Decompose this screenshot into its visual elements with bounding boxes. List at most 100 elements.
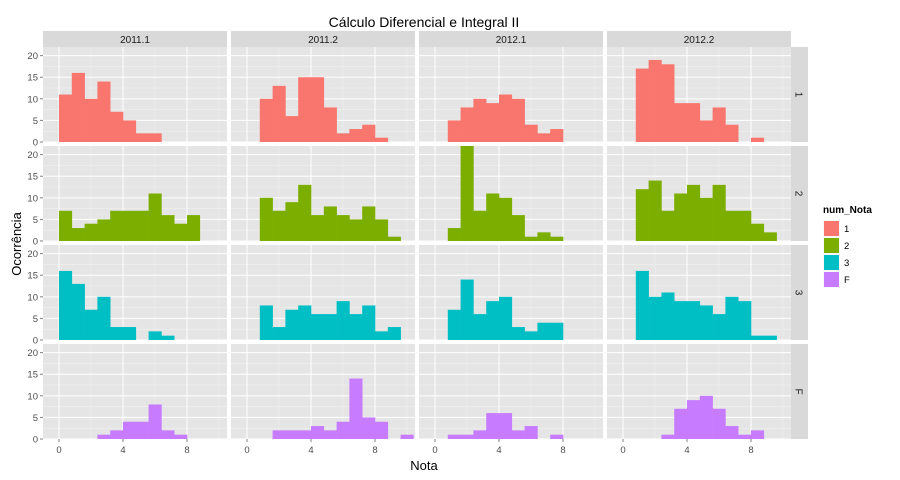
histogram-bar [699,305,713,340]
histogram-bar [674,301,688,340]
histogram-bar [751,223,765,241]
histogram-bar [499,413,513,439]
histogram-bar [499,197,513,241]
histogram-bar [336,301,350,340]
x-axis-tick-label: 4 [308,445,313,456]
y-axis-tick-label: 15 [27,370,38,381]
histogram-bar [97,219,111,241]
legend-title: num_Nota [823,205,872,216]
histogram-bar [84,309,98,340]
y-axis-tick-label: 5 [33,116,38,127]
legend-key-swatch [824,255,839,270]
histogram-bar [473,210,487,241]
histogram-bar [161,215,175,241]
histogram-bar [460,107,474,142]
histogram-bar [59,94,73,142]
histogram-bar [336,421,350,439]
histogram-bar [298,305,312,340]
y-axis-tick-label: 10 [27,193,38,204]
histogram-bar [336,133,350,142]
y-axis-tick-label: 15 [27,73,38,84]
y-axis-tick-label: 5 [33,413,38,424]
y-axis-tick-label: 20 [27,51,38,62]
x-axis-tick-label: 8 [184,445,189,456]
histogram-bar [687,400,701,439]
histogram-bar [362,124,376,142]
x-axis-tick-label: 0 [244,445,249,456]
facet-strip-row [791,245,808,340]
histogram-bar [725,296,739,340]
histogram-bar [537,133,551,142]
histogram-bar [486,193,500,241]
panels-layer: 2011.1 2011.2 2012.1 2012.2123F051015200510… [27,31,808,456]
histogram-bar [473,314,487,340]
histogram-bar [123,327,137,340]
histogram-bar [336,215,350,241]
histogram-bar [537,322,551,340]
histogram-bar [635,189,649,241]
histogram-bar [375,137,389,142]
histogram-bar [311,426,325,439]
histogram-bar [323,107,337,142]
histogram-bar [110,111,124,142]
histogram-bar [123,421,137,439]
x-axis-tick-label: 0 [56,445,61,456]
histogram-bar [674,193,688,241]
legend-entry-label: 1 [844,224,849,235]
histogram-bar [71,228,85,241]
histogram-bar [486,301,500,340]
histogram-bar [311,77,325,142]
histogram-bar [161,430,175,439]
histogram-bar [712,408,726,439]
histogram-bar [272,430,286,439]
histogram-bar [751,137,765,142]
facet-strip-column [419,31,603,47]
y-axis-tick-label: 10 [27,94,38,105]
histogram-bar [375,219,389,241]
x-axis-tick-label: 0 [432,445,437,456]
histogram-bar [323,314,337,340]
histogram-bar [550,322,564,340]
histogram-bar [661,64,675,142]
histogram-bar [135,133,149,142]
y-axis-tick-label: 20 [27,249,38,260]
facet-strip-column-label: 2011.2 [308,35,338,46]
facet-strip-column [43,31,227,47]
y-axis-tick-label: 0 [33,138,38,149]
y-axis-tick-label: 20 [27,348,38,359]
histogram-bar [59,270,73,340]
histogram-bar [687,184,701,241]
histogram-bar [272,85,286,142]
histogram-bar [661,292,675,340]
histogram-bar [524,236,538,241]
legend-key-swatch [824,221,839,236]
histogram-bar [285,309,299,340]
histogram-bar [738,434,752,439]
histogram-bar [148,331,162,340]
histogram-bar [511,430,525,439]
y-axis-tick-label: 0 [33,336,38,347]
histogram-bar [699,120,713,142]
histogram-bar [699,197,713,241]
histogram-bar [763,335,777,340]
facet-strip-row [791,47,808,142]
histogram-bar [674,408,688,439]
histogram-bar [648,59,662,142]
histogram-bar [259,197,273,241]
histogram-bar [460,146,474,241]
histogram-bar [174,434,188,439]
histogram-bar [738,210,752,241]
histogram-bar [712,184,726,241]
histogram-bar [447,228,461,241]
histogram-bar [524,124,538,142]
facet-strip-row [791,146,808,241]
histogram-bar [135,421,149,439]
histogram-bar [499,94,513,142]
histogram-bar [362,417,376,439]
histogram-bar [285,430,299,439]
legend-key-swatch [824,238,839,253]
histogram-bar [187,215,201,241]
y-axis-tick-label: 10 [27,292,38,303]
chart-title: Cálculo Diferencial e Integral II [329,14,520,30]
histogram-bar [460,279,474,340]
